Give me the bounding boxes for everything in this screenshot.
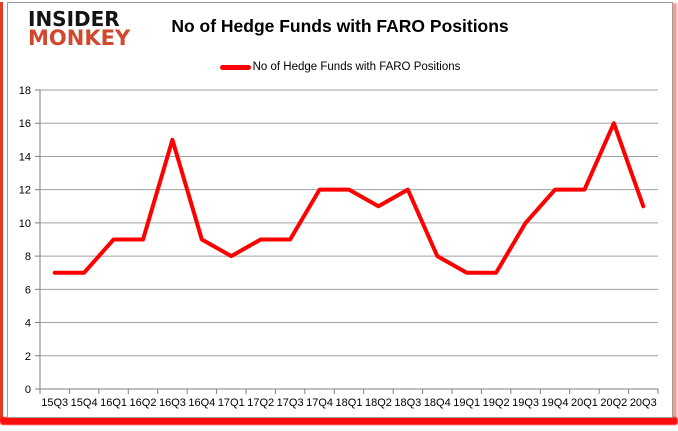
svg-text:20Q2: 20Q2 <box>600 397 627 409</box>
svg-text:16Q4: 16Q4 <box>188 397 215 409</box>
svg-text:20Q3: 20Q3 <box>630 397 657 409</box>
svg-text:19Q2: 19Q2 <box>483 397 510 409</box>
svg-text:18Q4: 18Q4 <box>424 397 451 409</box>
svg-text:17Q3: 17Q3 <box>277 397 304 409</box>
svg-text:14: 14 <box>19 151 31 163</box>
svg-text:10: 10 <box>19 218 31 230</box>
svg-text:17Q2: 17Q2 <box>247 397 274 409</box>
svg-text:19Q4: 19Q4 <box>542 397 569 409</box>
svg-text:6: 6 <box>25 284 31 296</box>
svg-text:4: 4 <box>25 318 31 330</box>
svg-text:17Q1: 17Q1 <box>218 397 245 409</box>
chart-frame: INSIDER MONKEY No of Hedge Funds with FA… <box>7 2 673 418</box>
frame-left-red-stripe <box>0 2 3 422</box>
frame-bottom-red-bar <box>0 417 678 425</box>
svg-text:19Q3: 19Q3 <box>512 397 539 409</box>
svg-text:8: 8 <box>25 251 31 263</box>
svg-text:18: 18 <box>19 85 31 97</box>
insider-monkey-logo: INSIDER MONKEY <box>28 7 131 51</box>
svg-text:16Q3: 16Q3 <box>159 397 186 409</box>
legend-label: No of Hedge Funds with FARO Positions <box>252 61 461 73</box>
svg-text:18Q3: 18Q3 <box>394 397 421 409</box>
svg-text:0: 0 <box>25 384 31 396</box>
svg-text:18Q1: 18Q1 <box>336 397 363 409</box>
svg-text:19Q1: 19Q1 <box>453 397 480 409</box>
svg-text:15Q3: 15Q3 <box>41 397 68 409</box>
svg-text:2: 2 <box>25 351 31 363</box>
svg-text:15Q4: 15Q4 <box>71 397 98 409</box>
chart-title: No of Hedge Funds with FARO Positions <box>171 16 509 36</box>
svg-text:16: 16 <box>19 118 31 130</box>
frame-right-red-glow <box>673 3 678 419</box>
svg-text:18Q2: 18Q2 <box>365 397 392 409</box>
svg-text:17Q4: 17Q4 <box>306 397 333 409</box>
svg-text:20Q1: 20Q1 <box>571 397 598 409</box>
legend: No of Hedge Funds with FARO Positions <box>8 61 672 73</box>
legend-line-swatch <box>219 64 251 70</box>
svg-text:12: 12 <box>19 185 31 197</box>
svg-text:16Q1: 16Q1 <box>100 397 127 409</box>
logo-text-insider: INSIDER <box>28 7 120 31</box>
svg-text:16Q2: 16Q2 <box>130 397 157 409</box>
logo-text-monkey: MONKEY <box>28 26 131 51</box>
